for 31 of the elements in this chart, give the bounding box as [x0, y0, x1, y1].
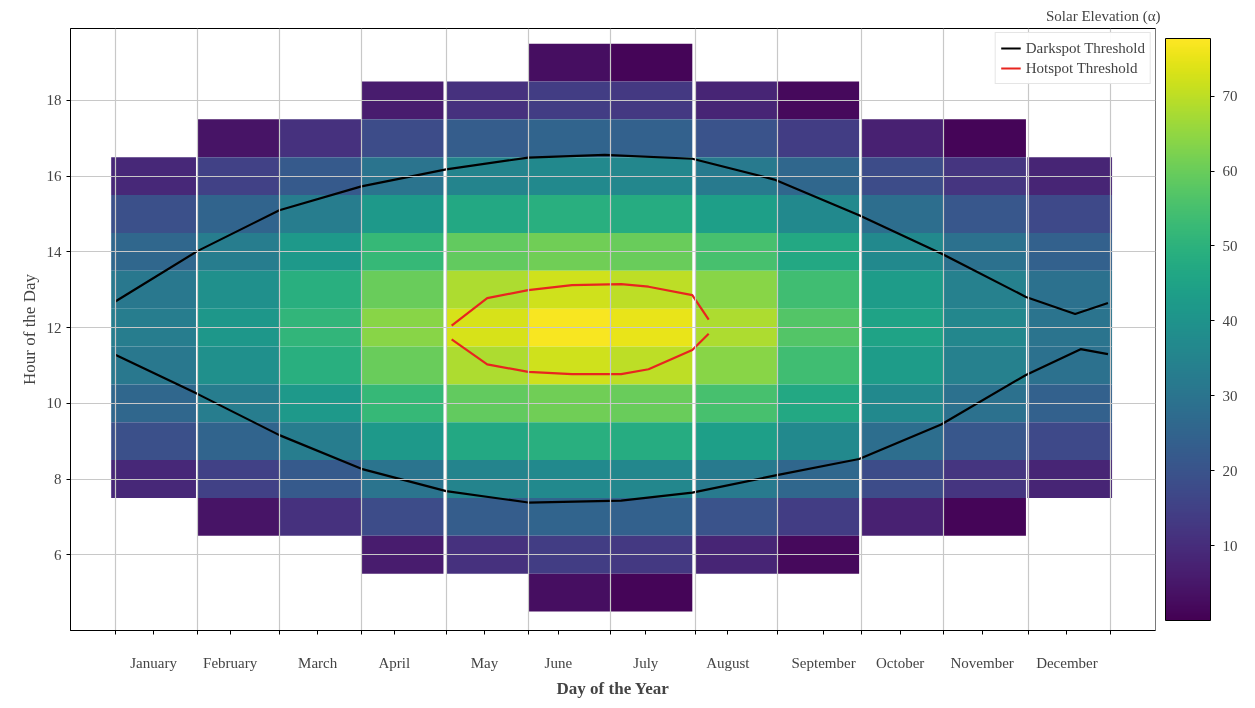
color-bar-label: 70 — [1222, 88, 1238, 105]
y-tick-label: 6 — [54, 546, 62, 563]
x-tick-label: September — [791, 654, 856, 671]
x-tick-label: October — [875, 654, 925, 671]
x-tick-label: January — [130, 654, 178, 671]
color-bar-label: 20 — [1222, 462, 1238, 479]
y-tick-label: 14 — [46, 243, 62, 260]
color-bar-title: Solar Elevation (α) — [1046, 7, 1161, 25]
x-tick-label: May — [470, 654, 499, 671]
legend-label: Darkspot Threshold — [1025, 39, 1145, 57]
y-tick-label: 16 — [46, 168, 62, 185]
color-bar-label: 40 — [1222, 312, 1238, 329]
color-bar-label: 30 — [1222, 387, 1238, 404]
color-bar-label: 60 — [1222, 163, 1238, 180]
x-tick-label: April — [378, 654, 411, 671]
color-bar-label: 10 — [1222, 537, 1238, 554]
y-tick-label: 10 — [46, 395, 62, 412]
x-tick-label: December — [1036, 654, 1098, 671]
y-tick-label: 18 — [46, 92, 62, 109]
x-tick-label: June — [544, 654, 573, 671]
x-tick-label: August — [706, 654, 751, 671]
x-tick-label: February — [203, 654, 258, 671]
legend-label: Hotspot Threshold — [1025, 59, 1138, 77]
x-axis-title: Day of the Year — [556, 678, 670, 698]
y-axis-title: Hour of the Day — [19, 273, 39, 385]
y-tick-label: 12 — [46, 319, 62, 336]
color-bar-label: 50 — [1222, 237, 1238, 254]
y-tick-label: 8 — [54, 471, 62, 488]
x-tick-label: March — [298, 654, 338, 671]
x-tick-label: November — [950, 654, 1014, 671]
x-tick-label: July — [633, 654, 659, 671]
